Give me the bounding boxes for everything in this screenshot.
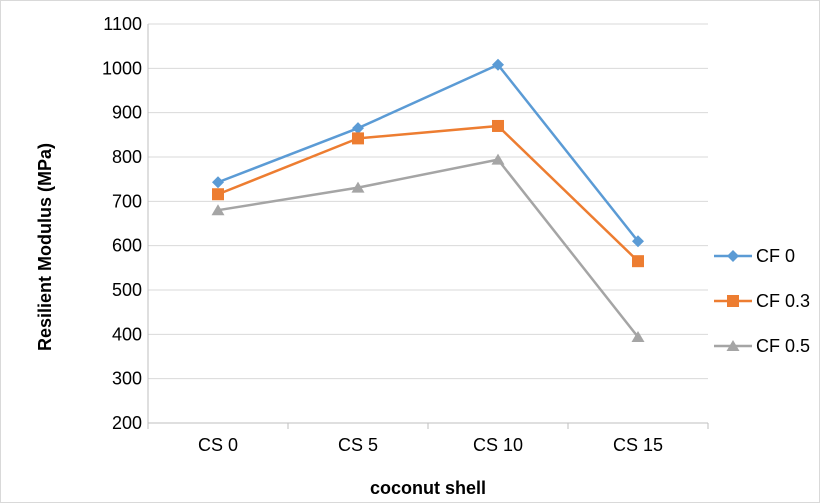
series-group: [211, 58, 645, 342]
legend: CF 0 CF 0.3 CF 0.5: [714, 246, 810, 356]
data-point: [631, 330, 645, 342]
series-cf-0-5: [211, 153, 645, 342]
data-point: [352, 122, 364, 135]
data-point: [492, 119, 504, 132]
data-point: [492, 58, 504, 71]
x-tick-labels: CS 0 CS 5 CS 10 CS 15: [198, 435, 663, 455]
data-point: [351, 181, 365, 193]
series-line: [217, 158, 639, 338]
legend-label: CF 0: [756, 246, 795, 266]
legend-label: CF 0.3: [756, 291, 810, 311]
y-tick-label: 600: [112, 236, 142, 256]
x-tick-label: CS 15: [613, 435, 663, 455]
data-point: [491, 153, 505, 165]
data-point: [212, 188, 224, 201]
legend-item: CF 0: [714, 246, 795, 266]
y-tick-label: 400: [112, 324, 142, 344]
legend-item: CF 0.5: [714, 336, 810, 356]
data-point: [352, 132, 364, 145]
series-line: [217, 63, 639, 243]
y-tick-label: 1100: [103, 14, 142, 34]
legend-label: CF 0.5: [756, 336, 810, 356]
data-point: [632, 255, 644, 268]
y-tick-labels: 200 300 400 500 600 700 800 900 1000 1100: [102, 14, 142, 433]
legend-marker: [727, 295, 739, 307]
axes: [147, 24, 709, 429]
series-cf-0: [212, 58, 644, 248]
series-cf-0-3: [212, 119, 644, 268]
y-tick-label: 200: [112, 413, 142, 433]
y-tick-label: 1000: [102, 58, 142, 78]
x-tick-label: CS 10: [473, 435, 523, 455]
legend-item: CF 0.3: [714, 291, 810, 311]
data-point: [212, 176, 224, 189]
y-tick-label: 300: [112, 369, 142, 389]
legend-marker: [727, 250, 739, 262]
data-point: [632, 235, 644, 248]
gridlines: [148, 23, 708, 380]
y-tick-label: 800: [112, 147, 142, 167]
y-axis-title: Resilient Modulus (MPa): [35, 143, 55, 351]
legend-marker: [726, 340, 740, 351]
data-point: [211, 204, 225, 216]
y-tick-label: 900: [112, 103, 142, 123]
x-tick-label: CS 5: [338, 435, 378, 455]
y-tick-label: 700: [112, 191, 142, 211]
x-axis-title: coconut shell: [370, 478, 486, 498]
y-tick-label: 500: [112, 280, 142, 300]
series-line: [217, 124, 639, 263]
x-tick-label: CS 0: [198, 435, 238, 455]
